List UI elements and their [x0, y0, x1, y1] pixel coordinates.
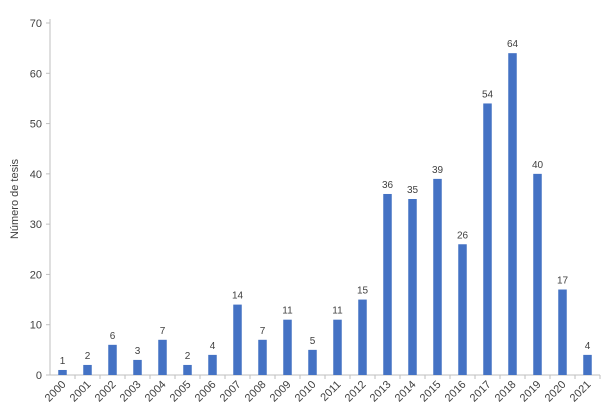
- y-tick-label: 60: [30, 68, 42, 80]
- data-label-2005: 2: [185, 351, 191, 362]
- x-tick-label-2015: 2015: [418, 379, 444, 405]
- bar-2006: [208, 354, 217, 375]
- bar-2010: [308, 349, 317, 375]
- data-label-2011: 11: [332, 306, 343, 317]
- data-label-2001: 2: [85, 351, 91, 362]
- x-tick-label-2018: 2018: [493, 379, 519, 405]
- x-tick-label-2010: 2010: [293, 379, 319, 405]
- bar-2004: [158, 339, 167, 375]
- bar-2019: [533, 173, 542, 375]
- data-label-2006: 4: [210, 341, 216, 352]
- x-tick-label-2009: 2009: [268, 379, 294, 405]
- bar-2008: [258, 339, 267, 375]
- x-tick-label-2021: 2021: [568, 379, 594, 405]
- x-tick-label-2020: 2020: [543, 379, 569, 405]
- x-tick-label-2001: 2001: [68, 379, 94, 405]
- data-label-2021: 4: [585, 341, 591, 352]
- bar-2003: [133, 359, 142, 375]
- x-axis: 2000 2001 2002 2003 2004 2005 2006 2007 2008 2009…: [43, 374, 601, 405]
- bars: [58, 53, 592, 376]
- x-tick-label-2002: 2002: [93, 379, 119, 405]
- data-label-2016: 26: [457, 230, 469, 241]
- y-axis-title: Número de tesis: [9, 158, 21, 239]
- y-tick-label: 0: [36, 370, 42, 382]
- bar-2002: [108, 344, 117, 375]
- x-tick-label-2011: 2011: [318, 379, 343, 404]
- data-label-2003: 3: [135, 346, 141, 357]
- bar-2001: [83, 364, 92, 375]
- y-tick-label: 40: [30, 169, 42, 181]
- bar-2013: [383, 193, 392, 375]
- bar-2020: [558, 289, 567, 375]
- x-tick-label-2016: 2016: [443, 379, 469, 405]
- bar-2015: [433, 178, 442, 375]
- data-label-2007: 14: [232, 291, 244, 302]
- x-tick-label-2006: 2006: [193, 379, 219, 405]
- bar-2011: [333, 319, 342, 375]
- x-tick-label-2000: 2000: [43, 379, 69, 405]
- data-label-2014: 35: [407, 185, 419, 196]
- bar-2014: [408, 199, 417, 375]
- data-label-2000: 1: [60, 356, 66, 367]
- bar-2012: [358, 299, 367, 375]
- y-axis: 0 10 20 30 40 50 60 70: [30, 18, 51, 382]
- data-label-2020: 17: [557, 276, 569, 287]
- y-tick-label: 70: [30, 18, 42, 30]
- x-tick-label-2007: 2007: [218, 379, 244, 405]
- bar-2009: [283, 319, 292, 375]
- data-label-2009: 11: [282, 306, 293, 317]
- data-label-2002: 6: [110, 331, 116, 342]
- x-tick-label-2013: 2013: [368, 379, 394, 405]
- data-label-2013: 36: [382, 180, 394, 191]
- y-tick-label: 20: [30, 269, 42, 281]
- data-label-2010: 5: [310, 336, 316, 347]
- data-label-2015: 39: [432, 165, 444, 176]
- x-tick-label-2019: 2019: [518, 379, 544, 405]
- bar-2016: [458, 244, 467, 375]
- bar-2017: [483, 103, 492, 375]
- y-tick-label: 50: [30, 119, 42, 131]
- x-tick-label-2012: 2012: [343, 379, 369, 405]
- x-tick-label-2003: 2003: [118, 379, 144, 405]
- data-label-2012: 15: [357, 286, 369, 297]
- data-label-2004: 7: [160, 326, 166, 337]
- y-tick-label: 30: [30, 219, 42, 231]
- data-label-2008: 7: [260, 326, 266, 337]
- x-tick-label-2008: 2008: [243, 379, 269, 405]
- data-label-2017: 54: [482, 89, 494, 100]
- data-label-2019: 40: [532, 160, 544, 171]
- bar-2000: [58, 369, 67, 375]
- x-tick-label-2017: 2017: [468, 379, 494, 405]
- bar-2021: [583, 354, 592, 375]
- x-tick-label-2005: 2005: [168, 379, 194, 405]
- data-label-2018: 64: [507, 39, 519, 50]
- bar-2005: [183, 364, 192, 375]
- bar-2018: [508, 53, 517, 376]
- bar-2007: [233, 304, 242, 375]
- y-tick-label: 10: [30, 320, 42, 332]
- x-tick-label-2004: 2004: [143, 379, 169, 405]
- x-tick-label-2014: 2014: [393, 379, 419, 405]
